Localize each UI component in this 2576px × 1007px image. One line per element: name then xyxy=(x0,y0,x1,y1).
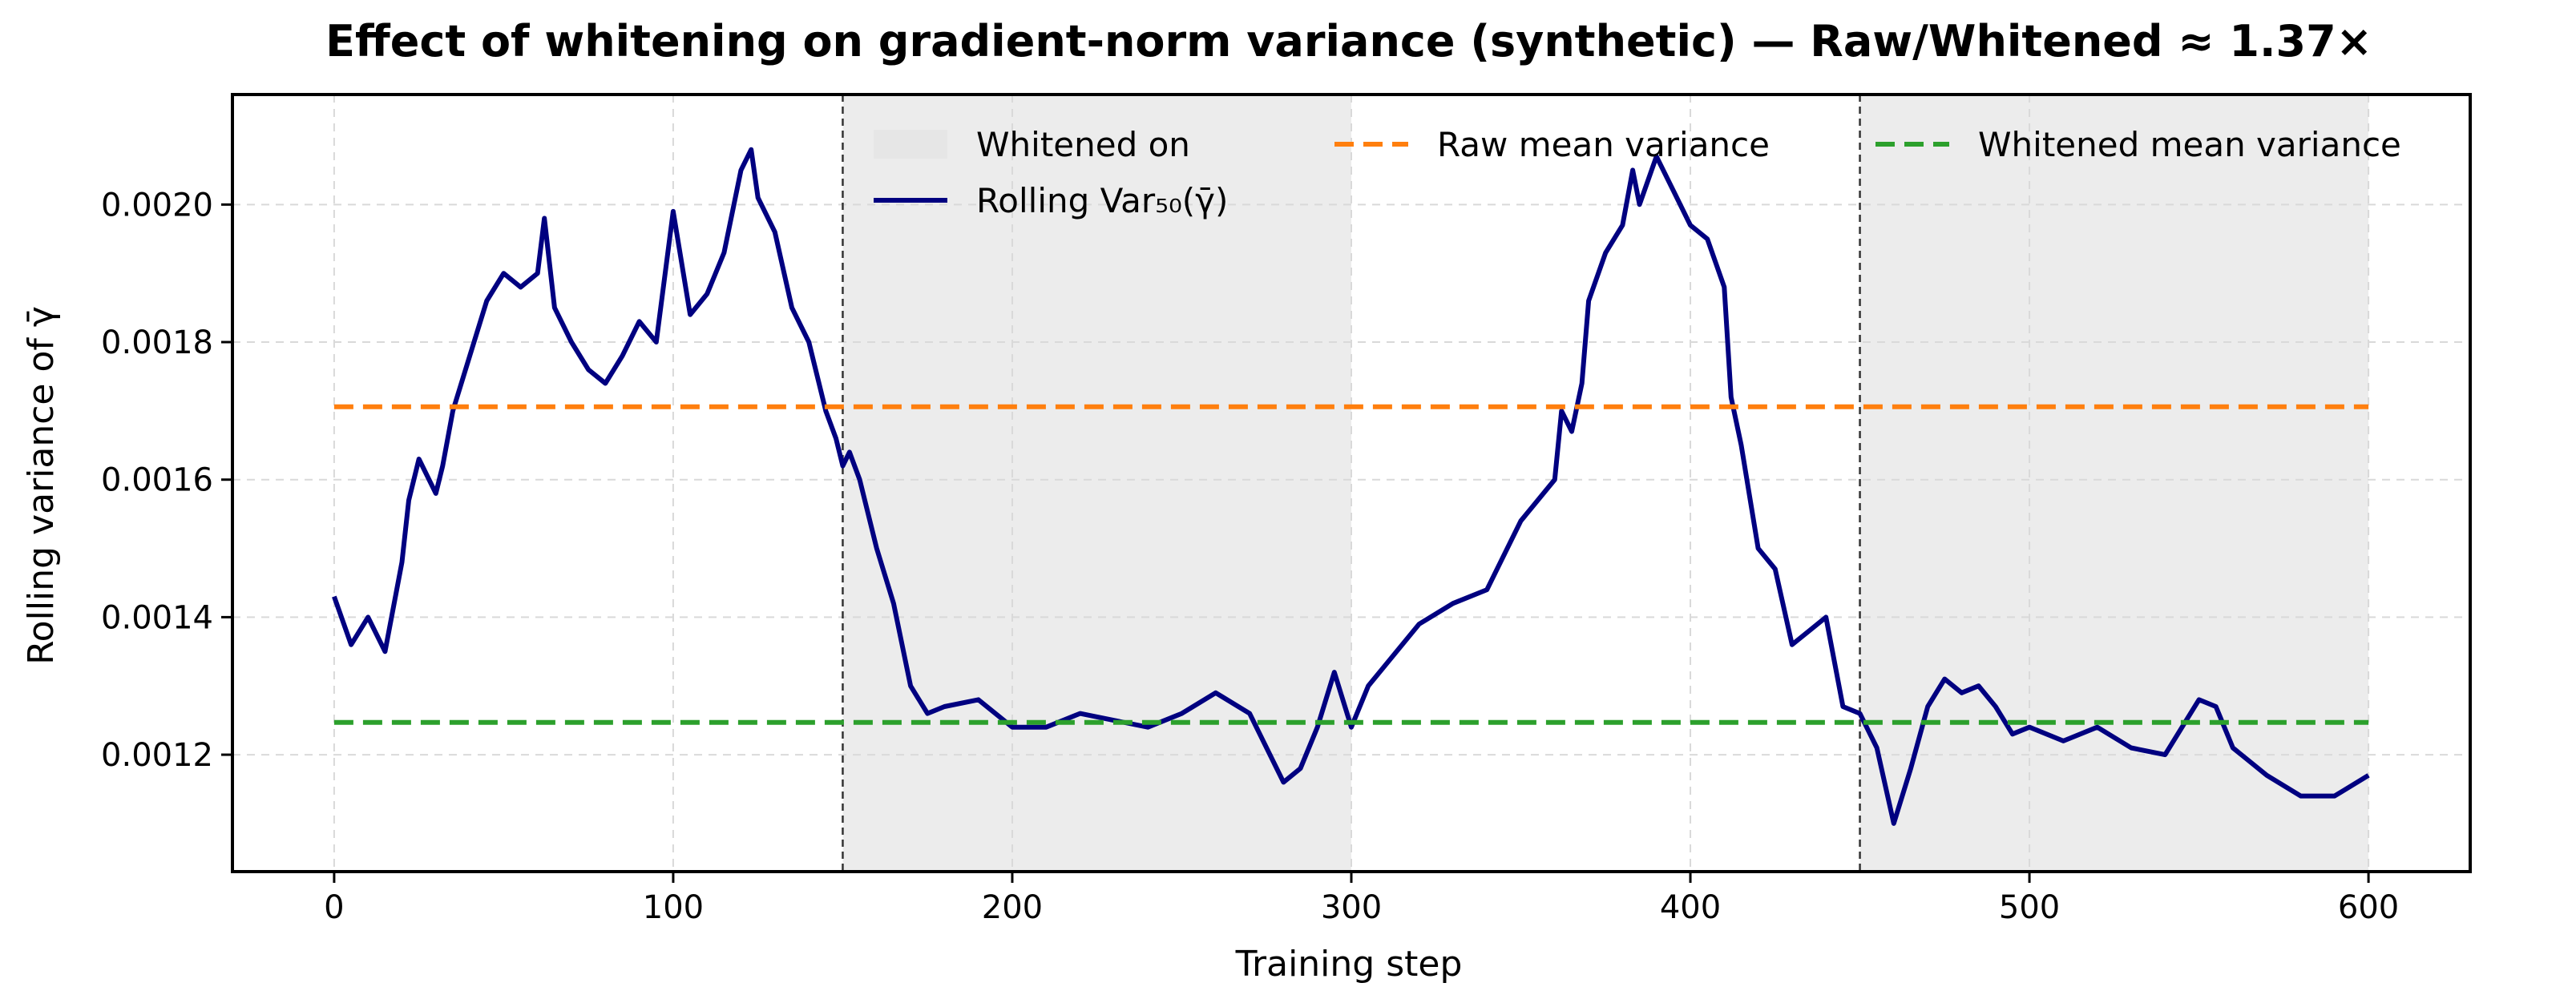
rolling-variance-line xyxy=(332,147,2370,826)
chart-title: Effect of whitening on gradient-norm var… xyxy=(325,16,2372,66)
legend-label: Raw mean variance xyxy=(1437,125,1770,164)
y-tick-label: 0.0014 xyxy=(101,599,213,636)
y-tick-label: 0.0012 xyxy=(101,737,213,774)
y-tick-label: 0.0018 xyxy=(101,324,213,361)
legend-label: Rolling Var₅₀(γ̄) xyxy=(976,181,1228,220)
legend-label: Whitened on xyxy=(976,125,1190,164)
x-tick-label: 600 xyxy=(2338,889,2399,926)
y-axis-label: Rolling variance of γ̄ xyxy=(21,306,62,665)
legend-label: Whitened mean variance xyxy=(1978,125,2401,164)
legend-swatch-whitened-on xyxy=(874,130,947,159)
whitened-region xyxy=(842,95,1351,872)
x-tick-label: 500 xyxy=(1999,889,2060,926)
x-tick-label: 100 xyxy=(643,889,704,926)
x-tick-label: 200 xyxy=(982,889,1043,926)
x-tick-label: 0 xyxy=(324,889,344,926)
x-tick-label: 400 xyxy=(1660,889,1721,926)
y-tick-label: 0.0016 xyxy=(101,462,213,499)
x-axis-label: Training step xyxy=(1235,944,1463,985)
y-tick-label: 0.0020 xyxy=(101,187,213,224)
whitened-region xyxy=(1859,95,2369,872)
x-tick-label: 300 xyxy=(1321,889,1382,926)
